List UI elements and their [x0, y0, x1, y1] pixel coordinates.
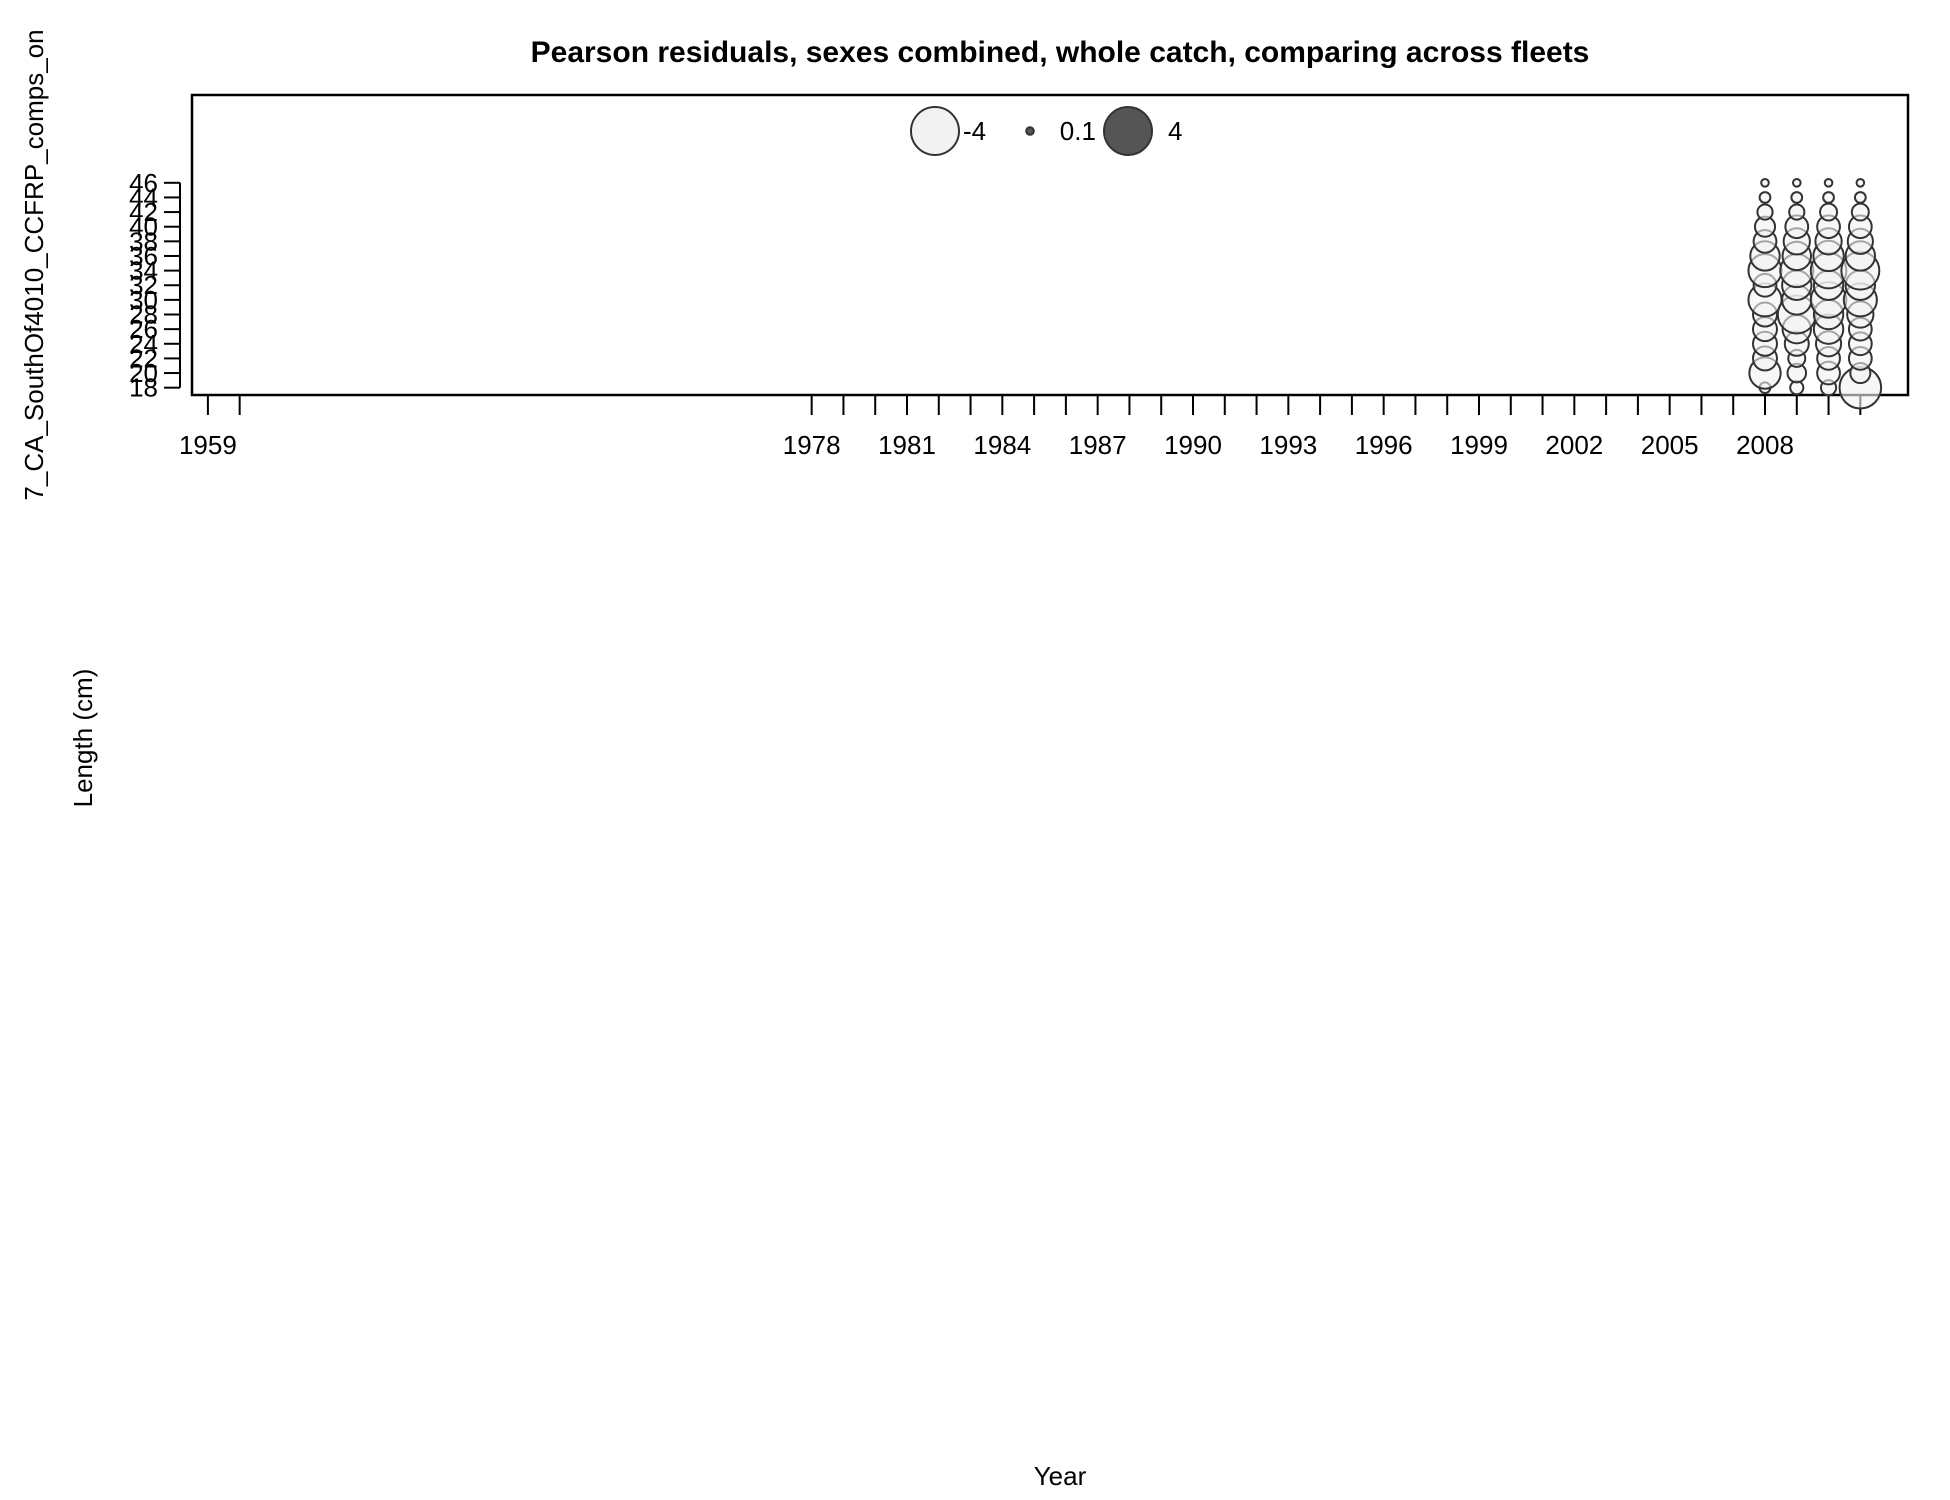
- y-tick-label: 42: [129, 197, 158, 227]
- x-tick-label: 1999: [1450, 430, 1508, 460]
- y-tick-label: 18: [129, 373, 158, 403]
- bubble-series: [1747, 178, 1883, 410]
- legend: -4 0.1 4: [910, 106, 1182, 156]
- y-tick-label: 40: [129, 212, 158, 242]
- y-tick-label: 38: [129, 226, 158, 256]
- x-tick-label: 1987: [1069, 430, 1127, 460]
- y-tick-label: 34: [129, 256, 158, 286]
- x-tick-label: 1959: [179, 430, 237, 460]
- x-tick-label: 1990: [1164, 430, 1222, 460]
- x-tick-label: 2002: [1545, 430, 1603, 460]
- residual-bubble: [1850, 202, 1870, 222]
- legend-bubble: [1025, 126, 1035, 136]
- chart-title: Pearson residuals, sexes combined, whole…: [531, 36, 1590, 69]
- x-tick-label: 1978: [783, 430, 841, 460]
- residual-bubble: [1823, 178, 1834, 188]
- y-tick-label: 44: [129, 182, 158, 212]
- residual-bubble: [1855, 178, 1866, 188]
- legend-label: 0.1: [1060, 116, 1096, 146]
- panel-label: 7_CA_SouthOf4010_CCFRP_comps_on: [19, 29, 49, 500]
- residual-bubble: [1791, 178, 1802, 188]
- x-tick-label: 1993: [1259, 430, 1317, 460]
- y-tick-label: 36: [129, 241, 158, 271]
- y-tick-label: 30: [129, 285, 158, 315]
- x-axis-label: Year: [1034, 1461, 1087, 1491]
- residual-bubble: [1853, 191, 1867, 204]
- y-tick-label: 24: [129, 329, 158, 359]
- legend-label: 4: [1168, 116, 1182, 146]
- x-tick-label: 1981: [878, 430, 936, 460]
- y-axis-label: Length (cm): [68, 669, 98, 808]
- legend-bubble: [1103, 106, 1153, 156]
- x-tick-label: 1996: [1355, 430, 1413, 460]
- residual-bubble: [1819, 202, 1839, 222]
- x-tick-label: 2008: [1736, 430, 1794, 460]
- y-tick-label: 46: [129, 168, 158, 198]
- residual-bubble: [1788, 203, 1806, 221]
- y-tick-label: 22: [129, 343, 158, 373]
- y-tick-label: 20: [129, 358, 158, 388]
- legend-bubble: [910, 106, 960, 156]
- residual-bubble: [1822, 191, 1835, 204]
- residual-bubble: [1756, 203, 1774, 221]
- plot-frame: [190, 93, 1910, 397]
- residual-bubble: [1758, 191, 1772, 204]
- y-tick-label: 32: [129, 270, 158, 300]
- residual-bubble: [1790, 191, 1804, 204]
- x-axis: 1959 1978 1981 1984 1987 1990 1993 1996 1999 2002…: [179, 395, 1862, 460]
- x-tick-label: 2005: [1641, 430, 1699, 460]
- y-tick-label: 28: [129, 300, 158, 330]
- residual-bubble: [1760, 178, 1770, 188]
- y-tick-label: 26: [129, 314, 158, 344]
- legend-label: -4: [963, 116, 986, 146]
- x-tick-label: 1984: [973, 430, 1031, 460]
